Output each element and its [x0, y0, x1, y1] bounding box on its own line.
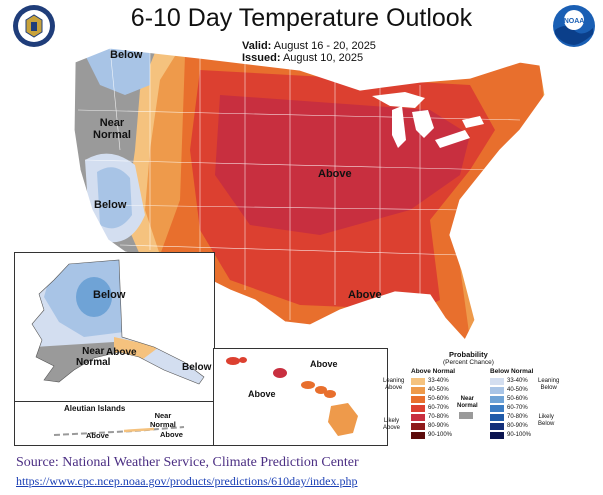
legend-above-swatch	[411, 414, 425, 421]
map-label-ak-below: Below	[93, 289, 126, 301]
legend-likely-above: Likely Above	[383, 418, 401, 431]
legend-above-range: 80-90%	[428, 423, 449, 429]
legend-above-range: 33-40%	[428, 378, 449, 384]
legend-above-swatch	[411, 423, 425, 430]
legend-below-swatch	[490, 405, 504, 412]
legend-below-range: 70-80%	[507, 414, 528, 420]
map-label-south-above: Above	[348, 289, 382, 301]
valid-label: Valid:	[242, 40, 272, 52]
legend-above-range: 90-100%	[428, 432, 453, 438]
legend-above-header: Above Normal	[411, 368, 456, 375]
map-label-central-above: Above	[318, 168, 352, 180]
aleutian-title: Aleutian Islands	[64, 404, 126, 413]
legend-below-swatch	[490, 378, 504, 385]
legend-below-swatch	[490, 414, 504, 421]
legend-subtitle: (Percent Chance)	[443, 359, 494, 366]
legend-likely-below: Likely Below	[538, 414, 555, 427]
legend-above-swatch	[411, 378, 425, 385]
legend-below-range: 33-40%	[507, 378, 528, 384]
legend-below-header: Below Normal	[490, 368, 534, 375]
legend-below-range: 50-60%	[507, 396, 528, 402]
legend-title: Probability	[449, 350, 488, 359]
legend-leaning-below: Leaning Below	[538, 378, 560, 391]
aleutian-map	[53, 426, 185, 436]
noaa-logo: NOAA	[553, 5, 595, 47]
legend-above-range: 60-70%	[428, 405, 449, 411]
legend-above-range: 50-60%	[428, 396, 449, 402]
legend-below-swatch	[490, 432, 504, 439]
issued-date-line: Issued: August 10, 2025	[242, 52, 363, 64]
legend-below-range: 60-70%	[507, 405, 528, 411]
legend-above-range: 40-50%	[428, 387, 449, 393]
aleutian-inset	[14, 401, 215, 446]
svg-text:NOAA: NOAA	[564, 18, 585, 25]
legend-below-range: 40-50%	[507, 387, 528, 393]
issued-label: Issued:	[242, 52, 281, 64]
legend-above-range: 70-80%	[428, 414, 449, 420]
legend-below-swatch	[490, 396, 504, 403]
source-credit: Source: National Weather Service, Climat…	[16, 455, 359, 470]
map-label-hi-above-left: Above	[248, 389, 276, 399]
legend-near-header: Near Normal	[457, 396, 478, 409]
legend-above-swatch	[411, 432, 425, 439]
map-label-hi-above-top: Above	[310, 359, 338, 369]
legend-above-swatch	[411, 405, 425, 412]
hawaii-map	[226, 357, 358, 436]
source-url-link[interactable]: https://www.cpc.ncep.noaa.gov/products/p…	[16, 474, 358, 488]
legend-below-swatch	[490, 423, 504, 430]
alaska-map	[31, 259, 205, 385]
valid-value: August 16 - 20, 2025	[273, 40, 376, 52]
legend-below-swatch	[490, 387, 504, 394]
us-dept-commerce-seal	[13, 5, 55, 47]
map-label-ak-above: Above	[106, 347, 137, 358]
legend-above-swatch	[411, 387, 425, 394]
map-label-near-normal: Near Normal	[93, 117, 131, 141]
map-label-ak-near-normal: Near Normal	[76, 346, 111, 368]
valid-date-line: Valid: August 16 - 20, 2025	[242, 40, 376, 52]
legend-leaning-above: Leaning Above	[383, 378, 405, 391]
map-label-aleutian-near-normal: Near Normal	[150, 411, 176, 429]
map-label-aleutian-above-right: Above	[160, 430, 183, 439]
probability-legend: Probability (Percent Chance) Above Norma…	[383, 348, 587, 444]
map-label-ak-se-below: Below	[182, 362, 212, 373]
legend-above-swatch	[411, 396, 425, 403]
map-label-nw-below: Below	[110, 49, 143, 61]
legend-below-range: 80-90%	[507, 423, 528, 429]
legend-below-range: 90-100%	[507, 432, 532, 438]
map-label-aleutian-above-left: Above	[86, 431, 109, 440]
map-label-west-below: Below	[94, 199, 127, 211]
legend-near-swatch	[459, 412, 473, 419]
issued-value: August 10, 2025	[282, 52, 364, 64]
hawaii-inset	[213, 348, 388, 446]
page-title: 6-10 Day Temperature Outlook	[130, 4, 473, 32]
